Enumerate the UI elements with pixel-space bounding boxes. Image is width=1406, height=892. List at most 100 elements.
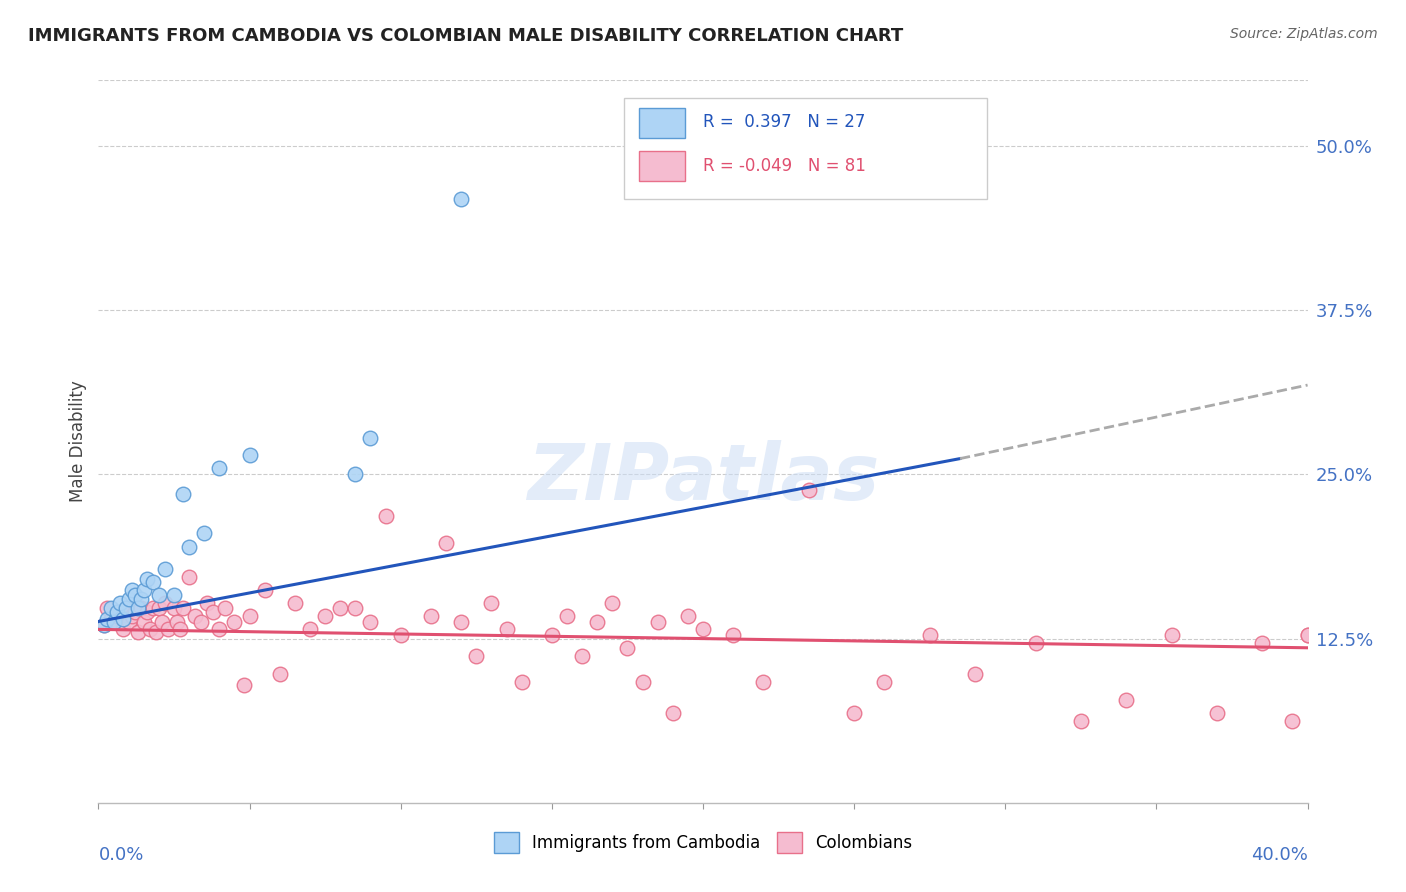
Point bbox=[465, 648, 488, 663]
Point bbox=[169, 623, 191, 637]
Point bbox=[661, 706, 683, 721]
Text: R =  0.397   N = 27: R = 0.397 N = 27 bbox=[703, 113, 865, 131]
Point bbox=[190, 615, 212, 629]
Point bbox=[108, 596, 131, 610]
Point bbox=[1160, 627, 1182, 641]
Y-axis label: Male Disability: Male Disability bbox=[69, 381, 87, 502]
Point bbox=[918, 627, 941, 641]
Point bbox=[481, 596, 503, 610]
Point bbox=[108, 605, 131, 619]
Point bbox=[100, 601, 122, 615]
Point bbox=[150, 615, 173, 629]
Point bbox=[103, 615, 125, 629]
Point bbox=[135, 573, 157, 587]
Point bbox=[156, 623, 179, 637]
FancyBboxPatch shape bbox=[638, 151, 685, 181]
Point bbox=[127, 625, 149, 640]
Point bbox=[1296, 627, 1319, 641]
Point bbox=[873, 675, 896, 690]
Point bbox=[1115, 693, 1137, 707]
Point bbox=[571, 648, 593, 663]
Point bbox=[602, 596, 624, 610]
Point bbox=[148, 601, 170, 615]
Point bbox=[647, 615, 669, 629]
Point bbox=[132, 615, 155, 629]
Point bbox=[616, 640, 638, 655]
Point bbox=[153, 562, 176, 576]
Point bbox=[111, 612, 134, 626]
Point bbox=[105, 605, 128, 619]
Legend: Immigrants from Cambodia, Colombians: Immigrants from Cambodia, Colombians bbox=[486, 826, 920, 860]
Point bbox=[100, 612, 122, 626]
Point bbox=[344, 601, 367, 615]
Point bbox=[103, 615, 125, 629]
Point bbox=[692, 623, 714, 637]
Point bbox=[202, 605, 225, 619]
Point bbox=[797, 483, 820, 497]
Point bbox=[214, 601, 236, 615]
Point bbox=[495, 623, 517, 637]
Point bbox=[195, 596, 218, 610]
Text: IMMIGRANTS FROM CAMBODIA VS COLOMBIAN MALE DISABILITY CORRELATION CHART: IMMIGRANTS FROM CAMBODIA VS COLOMBIAN MA… bbox=[28, 27, 904, 45]
Point bbox=[184, 609, 207, 624]
Point bbox=[299, 623, 322, 637]
Point bbox=[434, 535, 457, 549]
Point bbox=[344, 467, 367, 482]
Point bbox=[510, 675, 533, 690]
Point bbox=[631, 675, 654, 690]
FancyBboxPatch shape bbox=[624, 98, 987, 200]
Point bbox=[129, 592, 152, 607]
Point bbox=[253, 582, 276, 597]
FancyBboxPatch shape bbox=[638, 108, 685, 138]
Point bbox=[96, 601, 118, 615]
Point bbox=[121, 609, 143, 624]
Point bbox=[586, 615, 609, 629]
Point bbox=[129, 601, 152, 615]
Point bbox=[676, 609, 699, 624]
Point bbox=[166, 615, 188, 629]
Point bbox=[193, 526, 215, 541]
Point bbox=[153, 596, 176, 610]
Point bbox=[142, 575, 165, 590]
Point bbox=[135, 605, 157, 619]
Point bbox=[208, 623, 231, 637]
Point bbox=[239, 609, 262, 624]
Point bbox=[93, 618, 115, 632]
Text: ZIPatlas: ZIPatlas bbox=[527, 440, 879, 516]
Point bbox=[1070, 714, 1092, 729]
Point bbox=[360, 431, 382, 445]
Point bbox=[723, 627, 745, 641]
Point bbox=[284, 596, 307, 610]
Point bbox=[1024, 635, 1046, 649]
Text: R = -0.049   N = 81: R = -0.049 N = 81 bbox=[703, 156, 866, 175]
Point bbox=[179, 570, 201, 584]
Point bbox=[1296, 627, 1319, 641]
Point bbox=[450, 192, 472, 206]
Point bbox=[232, 677, 254, 691]
Point bbox=[124, 605, 146, 619]
Point bbox=[111, 623, 134, 637]
Text: 0.0%: 0.0% bbox=[98, 847, 143, 864]
Point bbox=[148, 588, 170, 602]
Point bbox=[118, 615, 141, 629]
Point bbox=[124, 588, 146, 602]
Point bbox=[93, 618, 115, 632]
Point bbox=[163, 588, 186, 602]
Point bbox=[224, 615, 246, 629]
Text: Source: ZipAtlas.com: Source: ZipAtlas.com bbox=[1230, 27, 1378, 41]
Point bbox=[360, 615, 382, 629]
Point bbox=[965, 667, 987, 681]
Point bbox=[555, 609, 578, 624]
Point bbox=[269, 667, 291, 681]
Point bbox=[450, 615, 472, 629]
Point bbox=[239, 448, 262, 462]
Point bbox=[172, 601, 194, 615]
Point bbox=[1281, 714, 1303, 729]
Point bbox=[844, 706, 866, 721]
Point bbox=[163, 601, 186, 615]
Point bbox=[127, 601, 149, 615]
Point bbox=[752, 675, 775, 690]
Point bbox=[314, 609, 336, 624]
Point bbox=[105, 609, 128, 624]
Point bbox=[208, 460, 231, 475]
